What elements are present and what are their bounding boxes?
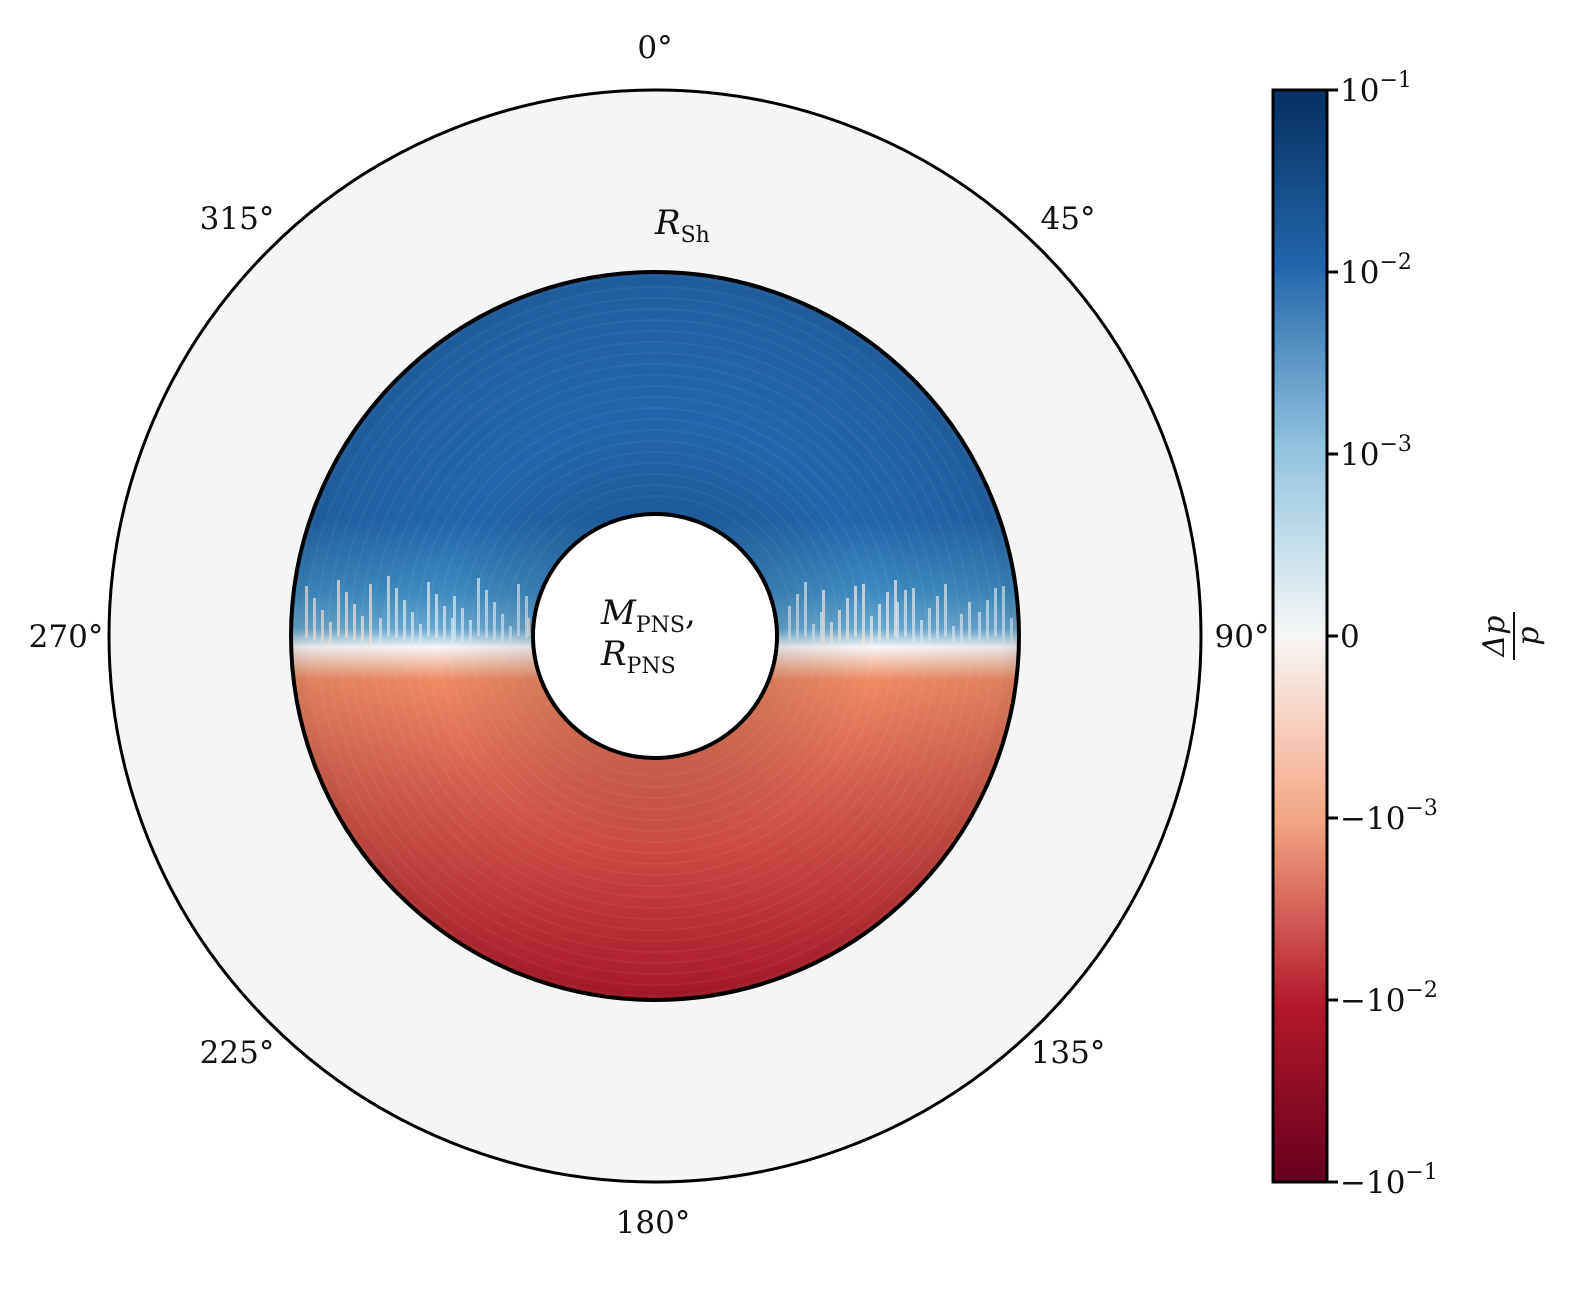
pns-mass-suffix: , (685, 593, 696, 633)
shock-radius-subscript: Sh (681, 223, 710, 248)
shock-boundary (289, 270, 1021, 1002)
angle-tick-225: 225° (200, 1035, 275, 1071)
angle-tick-90: 90° (1215, 619, 1270, 655)
angle-tick-270: 270° (29, 619, 104, 655)
angle-tick-labels: 0° 45° 90° 135° 180° 225° 270° 315° (29, 30, 1270, 1241)
colorbar-label: Δp p (1477, 612, 1546, 660)
colorbar-tick-label: 10−2 (1340, 250, 1412, 291)
colorbar-tick-exponent: −1 (1405, 1160, 1437, 1185)
colorbar-tick-label: 0 (1340, 619, 1360, 655)
colorbar-tick-exponent: −2 (1379, 250, 1411, 275)
angle-tick-45: 45° (1041, 201, 1096, 237)
pns-radius-label: RPNS (600, 634, 676, 679)
colorbar-tick-exponent: −3 (1405, 796, 1437, 821)
colorbar-label-numerator: Δp (1477, 616, 1512, 658)
colorbar-tick-base: −10 (1340, 1165, 1405, 1201)
pns-radius-subscript: PNS (627, 654, 676, 679)
colorbar-body (1271, 88, 1329, 1184)
pns-mass-label: MPNS, (600, 593, 696, 638)
colorbar-tick-label: 10−1 (1340, 68, 1412, 109)
colorbar-tick-base: 10 (1340, 437, 1379, 473)
colorbar-tick-label: −10−3 (1340, 796, 1438, 837)
colorbar-tick-exponent: −2 (1405, 978, 1437, 1003)
pns-mass-subscript: PNS (636, 613, 685, 638)
pns-mass-symbol: M (600, 593, 637, 633)
colorbar-tick-label: −10−2 (1340, 978, 1438, 1019)
colorbar-tick-base: 0 (1340, 619, 1360, 655)
colorbar-label-denominator: p (1511, 626, 1546, 645)
pns-radius-symbol: R (600, 634, 627, 674)
colorbar-tick-base: −10 (1340, 983, 1405, 1019)
colorbar-tick-base: 10 (1340, 255, 1379, 291)
shock-radius-label: RSh (654, 203, 710, 248)
colorbar-tick-label: −10−1 (1340, 1160, 1438, 1201)
colorbar-tick-exponent: −3 (1379, 432, 1411, 457)
colorbar-tick-base: 10 (1340, 73, 1379, 109)
colorbar-tick-label: 10−3 (1340, 432, 1412, 473)
shock-radius-symbol: R (654, 203, 681, 243)
pns-boundary (531, 512, 779, 760)
angle-tick-315: 315° (200, 201, 275, 237)
angle-tick-180: 180° (616, 1205, 691, 1241)
angle-tick-135: 135° (1031, 1035, 1106, 1071)
colorbar-tick-base: −10 (1340, 801, 1405, 837)
colorbar-tick-exponent: −1 (1379, 68, 1411, 93)
colorbar-ticks: 10−110−210−30−10−3−10−2−10−1 (1327, 68, 1438, 1201)
angle-tick-0: 0° (637, 30, 672, 66)
colorbar: 10−110−210−30−10−3−10−2−10−1 Δp p (1271, 68, 1546, 1201)
